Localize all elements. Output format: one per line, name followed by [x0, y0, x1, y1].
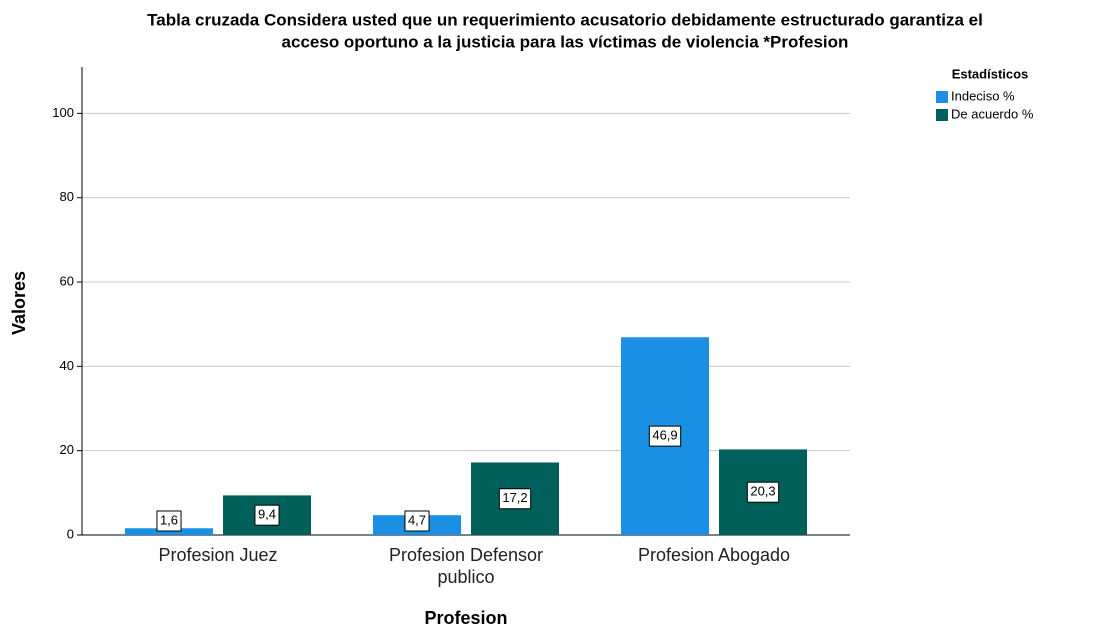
chart-title: Tabla cruzada Considera usted que un req… — [147, 10, 983, 29]
value-label-box — [648, 425, 682, 447]
x-axis-label: Profesion — [424, 608, 507, 628]
legend-label: De acuerdo % — [951, 106, 1034, 121]
value-label: 9,4 — [258, 507, 276, 522]
legend-title: Estadísticos — [952, 66, 1029, 81]
y-tick-label: 40 — [60, 358, 74, 373]
x-tick-label: Profesion Defensor publico — [388, 545, 544, 587]
value-label: 20,3 — [750, 484, 775, 499]
y-axis-label: Valores — [9, 271, 29, 335]
value-label-box — [404, 510, 430, 532]
y-tick-label: 100 — [52, 105, 74, 120]
y-tick-label: 60 — [60, 273, 74, 288]
y-tick-label: 0 — [67, 526, 74, 541]
legend-swatch — [936, 109, 948, 121]
value-label: 17,2 — [502, 490, 527, 505]
value-label-box — [156, 510, 182, 532]
bar — [125, 528, 213, 535]
value-label: 4,7 — [408, 512, 426, 527]
chart-title: acceso oportuno a la justicia para las v… — [282, 32, 849, 51]
value-label: 46,9 — [652, 428, 677, 443]
y-tick-label: 20 — [60, 442, 74, 457]
x-tick-label: Profesion Abogado — [637, 545, 791, 565]
value-label: 1,6 — [160, 512, 178, 527]
value-label-box — [254, 504, 280, 526]
value-label-box — [498, 488, 532, 510]
legend-label: Indeciso % — [951, 88, 1015, 103]
legend-swatch — [936, 91, 948, 103]
value-label-box — [746, 481, 780, 503]
x-tick-label: Profesion Juez — [158, 545, 278, 565]
y-tick-label: 80 — [60, 189, 74, 204]
